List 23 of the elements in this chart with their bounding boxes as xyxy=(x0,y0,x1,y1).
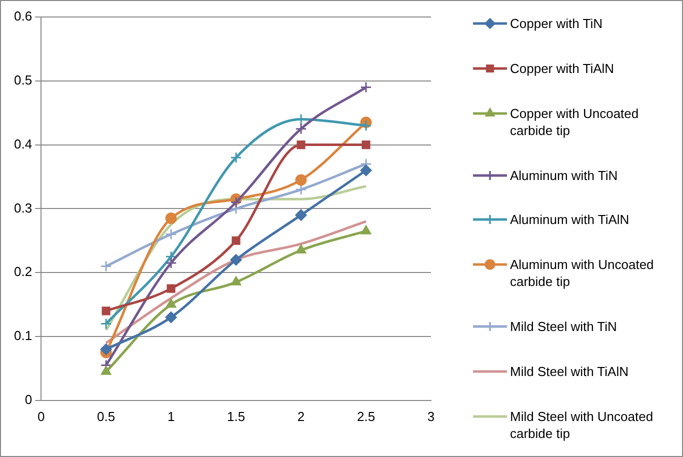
legend-label: Aluminum with Uncoated carbide tip xyxy=(510,256,655,290)
x-tick-label: 0.5 xyxy=(97,408,116,424)
y-tick-label: 0.1 xyxy=(14,328,32,344)
y-tick-label: 0.2 xyxy=(14,264,32,280)
y-tick-label: 0.4 xyxy=(14,136,32,152)
legend-label: Mild Steel with TiAlN xyxy=(510,363,628,380)
legend-label: Mild Steel with Uncoated carbide tip xyxy=(510,408,654,442)
x-tick-label: 2 xyxy=(297,408,305,424)
legend-label: Aluminum with TiAlN xyxy=(510,211,630,228)
x-tick-label: 1 xyxy=(167,408,175,424)
y-tick-label: 0 xyxy=(24,392,32,407)
legend-label: Copper with TiN xyxy=(510,14,602,32)
x-tick-label: 3 xyxy=(427,408,435,424)
x-tick-label: 2.5 xyxy=(356,408,376,424)
y-tick-label: 0.6 xyxy=(14,8,32,24)
legend-label: Copper with TiAlN xyxy=(510,60,614,77)
legend-label: Mild Steel with TiN xyxy=(510,318,617,336)
y-tick-label: 0.3 xyxy=(14,200,32,216)
legend-label: Aluminum with TiN xyxy=(510,166,618,184)
x-tick-label: 0 xyxy=(37,408,45,424)
x-tick-label: 1.5 xyxy=(226,408,246,424)
y-tick-label: 0.5 xyxy=(14,72,32,88)
legend-label: Copper with Uncoated carbide tip xyxy=(510,104,640,139)
